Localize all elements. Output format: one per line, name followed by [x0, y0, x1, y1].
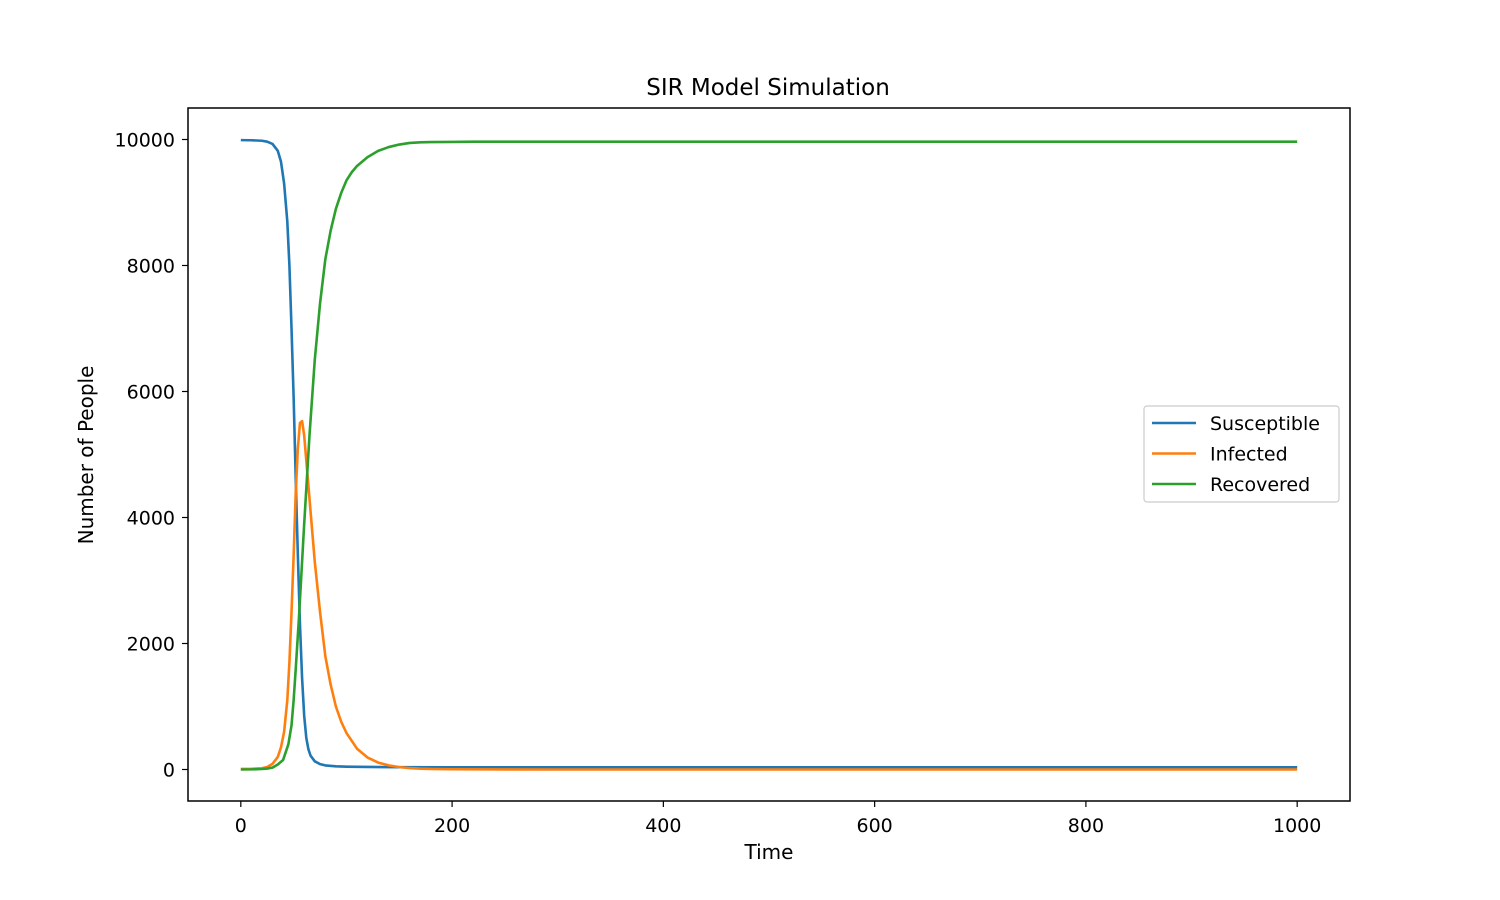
- x-tick-label: 1000: [1273, 815, 1321, 837]
- y-tick-label: 2000: [127, 634, 175, 656]
- legend-frame: [1143, 405, 1340, 503]
- legend-label-susceptible: Susceptible: [1210, 413, 1320, 435]
- legend-label-recovered: Recovered: [1210, 474, 1310, 496]
- y-tick-label: 0: [163, 760, 175, 782]
- x-tick-label: 200: [434, 815, 470, 837]
- x-tick-label: 600: [857, 815, 893, 837]
- x-axis-label: Time: [744, 840, 794, 864]
- legend: Susceptible Infected Recovered: [1143, 405, 1340, 503]
- x-tick-label: 400: [645, 815, 681, 837]
- legend-label-infected: Infected: [1210, 444, 1288, 466]
- plot-area-frame: [187, 107, 1351, 802]
- x-axis-ticks: 0 200 400 600 800 1000: [235, 801, 1321, 837]
- chart-title: SIR Model Simulation: [646, 75, 890, 101]
- series-line-susceptible: [240, 138, 1298, 769]
- y-tick-label: 8000: [127, 256, 175, 278]
- y-axis-label: Number of People: [74, 366, 98, 545]
- series-line-recovered: [240, 140, 1298, 771]
- series-layer: [240, 138, 1298, 771]
- x-tick-label: 0: [235, 815, 247, 837]
- series-line-infected: [240, 419, 1298, 771]
- y-tick-label: 10000: [115, 130, 175, 152]
- y-axis-ticks: 0 2000 4000 6000 8000 10000: [115, 130, 188, 782]
- y-tick-label: 6000: [127, 382, 175, 404]
- y-tick-label: 4000: [127, 508, 175, 530]
- x-tick-label: 800: [1068, 815, 1104, 837]
